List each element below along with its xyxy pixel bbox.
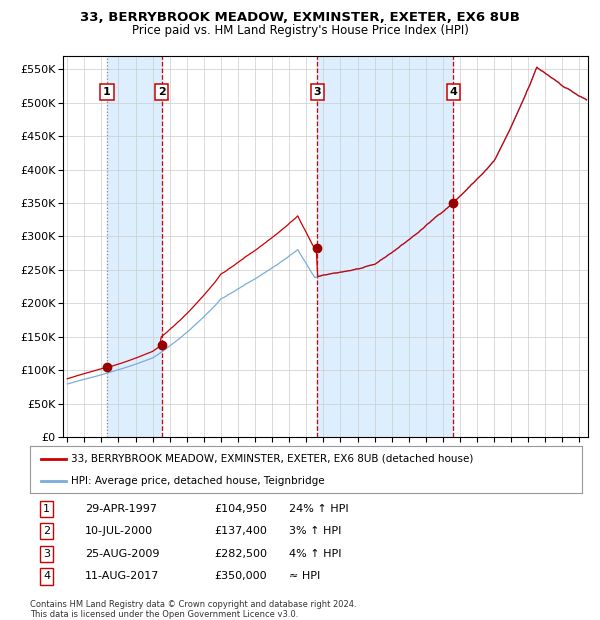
Text: 29-APR-1997: 29-APR-1997 [85,503,157,514]
Text: 2: 2 [43,526,50,536]
Text: Price paid vs. HM Land Registry's House Price Index (HPI): Price paid vs. HM Land Registry's House … [131,24,469,37]
Text: Contains HM Land Registry data © Crown copyright and database right 2024.: Contains HM Land Registry data © Crown c… [30,600,356,609]
Text: 33, BERRYBROOK MEADOW, EXMINSTER, EXETER, EX6 8UB: 33, BERRYBROOK MEADOW, EXMINSTER, EXETER… [80,11,520,24]
Text: 2: 2 [158,87,166,97]
Text: 4: 4 [43,572,50,582]
Text: £104,950: £104,950 [214,503,268,514]
Text: This data is licensed under the Open Government Licence v3.0.: This data is licensed under the Open Gov… [30,610,298,619]
Text: 1: 1 [43,503,50,514]
Text: £350,000: £350,000 [215,572,268,582]
Text: 3% ↑ HPI: 3% ↑ HPI [289,526,342,536]
Text: ≈ HPI: ≈ HPI [289,572,320,582]
Text: 3: 3 [314,87,321,97]
Text: 11-AUG-2017: 11-AUG-2017 [85,572,160,582]
Text: 4% ↑ HPI: 4% ↑ HPI [289,549,342,559]
Bar [107,56,161,437]
Text: 4: 4 [449,87,457,97]
Text: £137,400: £137,400 [214,526,268,536]
Text: 1: 1 [103,87,111,97]
Text: £282,500: £282,500 [214,549,268,559]
Text: 24% ↑ HPI: 24% ↑ HPI [289,503,349,514]
Text: 3: 3 [43,549,50,559]
Text: HPI: Average price, detached house, Teignbridge: HPI: Average price, detached house, Teig… [71,476,325,486]
Text: 33, BERRYBROOK MEADOW, EXMINSTER, EXETER, EX6 8UB (detached house): 33, BERRYBROOK MEADOW, EXMINSTER, EXETER… [71,454,474,464]
Bar [317,56,453,437]
Text: 25-AUG-2009: 25-AUG-2009 [85,549,160,559]
Text: 10-JUL-2000: 10-JUL-2000 [85,526,154,536]
